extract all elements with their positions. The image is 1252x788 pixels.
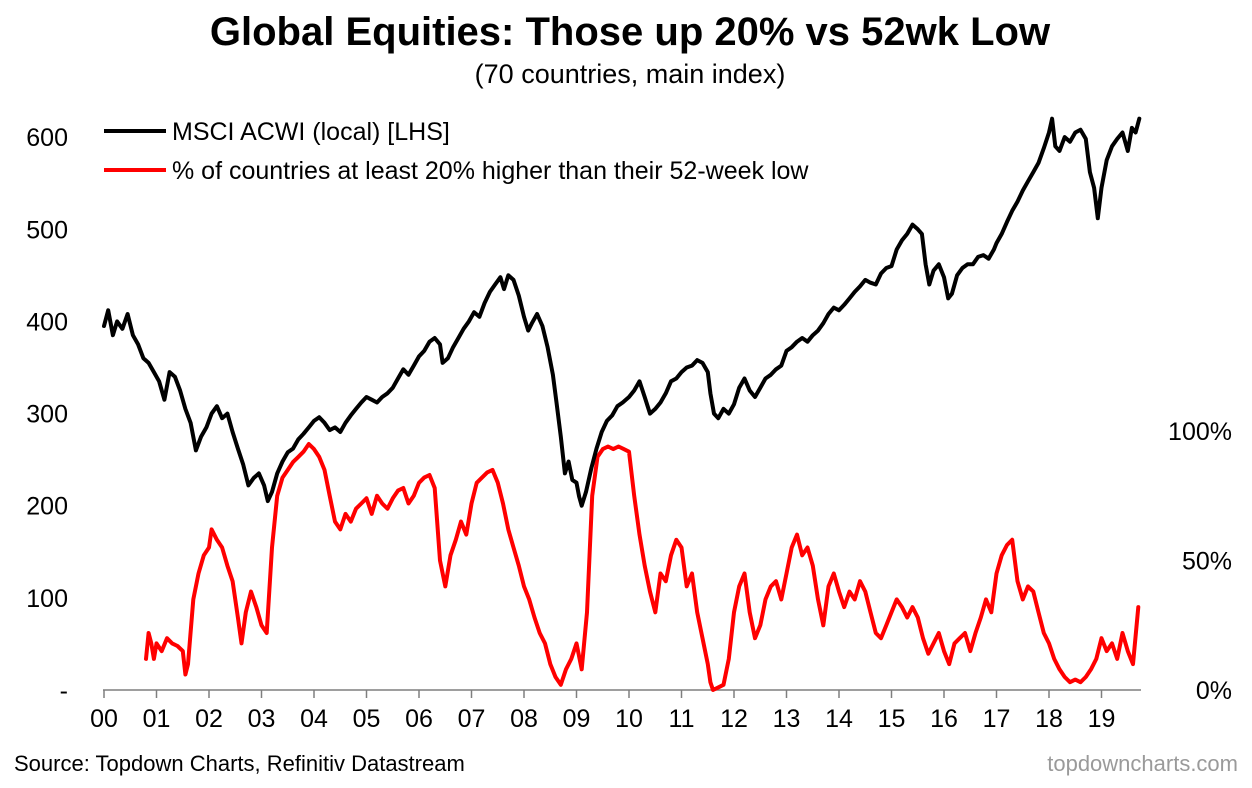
y-right-tick-label: 0% [1196,677,1232,705]
y-left-tick-label: - [60,677,68,705]
x-axis-tick-labels: 00 01 02 03 04 05 06 07 08 09 10 11 12 13 14 15 16 17 18 19 [90,705,1115,733]
series-line-msci-acwi [102,116,1142,508]
x-tick-label: 11 [669,705,695,733]
legend-label-acwi: MSCI ACWI (local) [LHS] [172,118,450,146]
legend-label-pct: % of countries at least 20% higher than … [172,157,809,185]
x-tick-label: 00 [90,705,118,733]
series-layer [102,116,1142,692]
x-tick-label: 03 [248,705,276,733]
x-tick-label: 13 [773,705,801,733]
x-tick-label: 09 [563,705,591,733]
chart-subtitle: (70 countries, main index) [475,59,786,89]
y-left-tick-label: 200 [26,493,68,521]
x-tick-label: 07 [458,705,486,733]
y-right-tick-label: 50% [1182,548,1232,576]
chart-title: Global Equities: Those up 20% vs 52wk Lo… [210,10,1051,54]
x-tick-label: 19 [1088,705,1116,733]
series-line-pct-countries [144,442,1141,692]
y-left-tick-label: 300 [26,401,68,429]
x-tick-label: 17 [983,705,1011,733]
y-right-tick-labels: 0% 50% 100% [1168,418,1232,705]
watermark-credit: topdowncharts.com [1047,751,1238,776]
x-axis-ticks [103,690,1103,698]
x-tick-label: 18 [1035,705,1063,733]
x-tick-label: 16 [930,705,958,733]
x-tick-label: 10 [615,705,643,733]
y-left-tick-label: 100 [26,585,68,613]
x-tick-label: 01 [143,705,171,733]
x-tick-label: 05 [353,705,381,733]
y-left-tick-labels: - 100 200 300 400 500 600 [26,124,68,705]
y-left-tick-label: 400 [26,308,68,336]
x-tick-label: 02 [195,705,223,733]
source-note: Source: Topdown Charts, Refinitiv Datast… [14,751,465,776]
x-tick-label: 15 [878,705,906,733]
x-tick-label: 08 [510,705,538,733]
x-tick-label: 06 [405,705,433,733]
y-left-tick-label: 500 [26,216,68,244]
legend: MSCI ACWI (local) [LHS] % of countries a… [104,118,809,185]
x-tick-label: 04 [300,705,328,733]
x-tick-label: 12 [720,705,748,733]
y-right-tick-label: 100% [1168,418,1232,446]
y-left-tick-label: 600 [26,124,68,152]
x-tick-label: 14 [825,705,853,733]
